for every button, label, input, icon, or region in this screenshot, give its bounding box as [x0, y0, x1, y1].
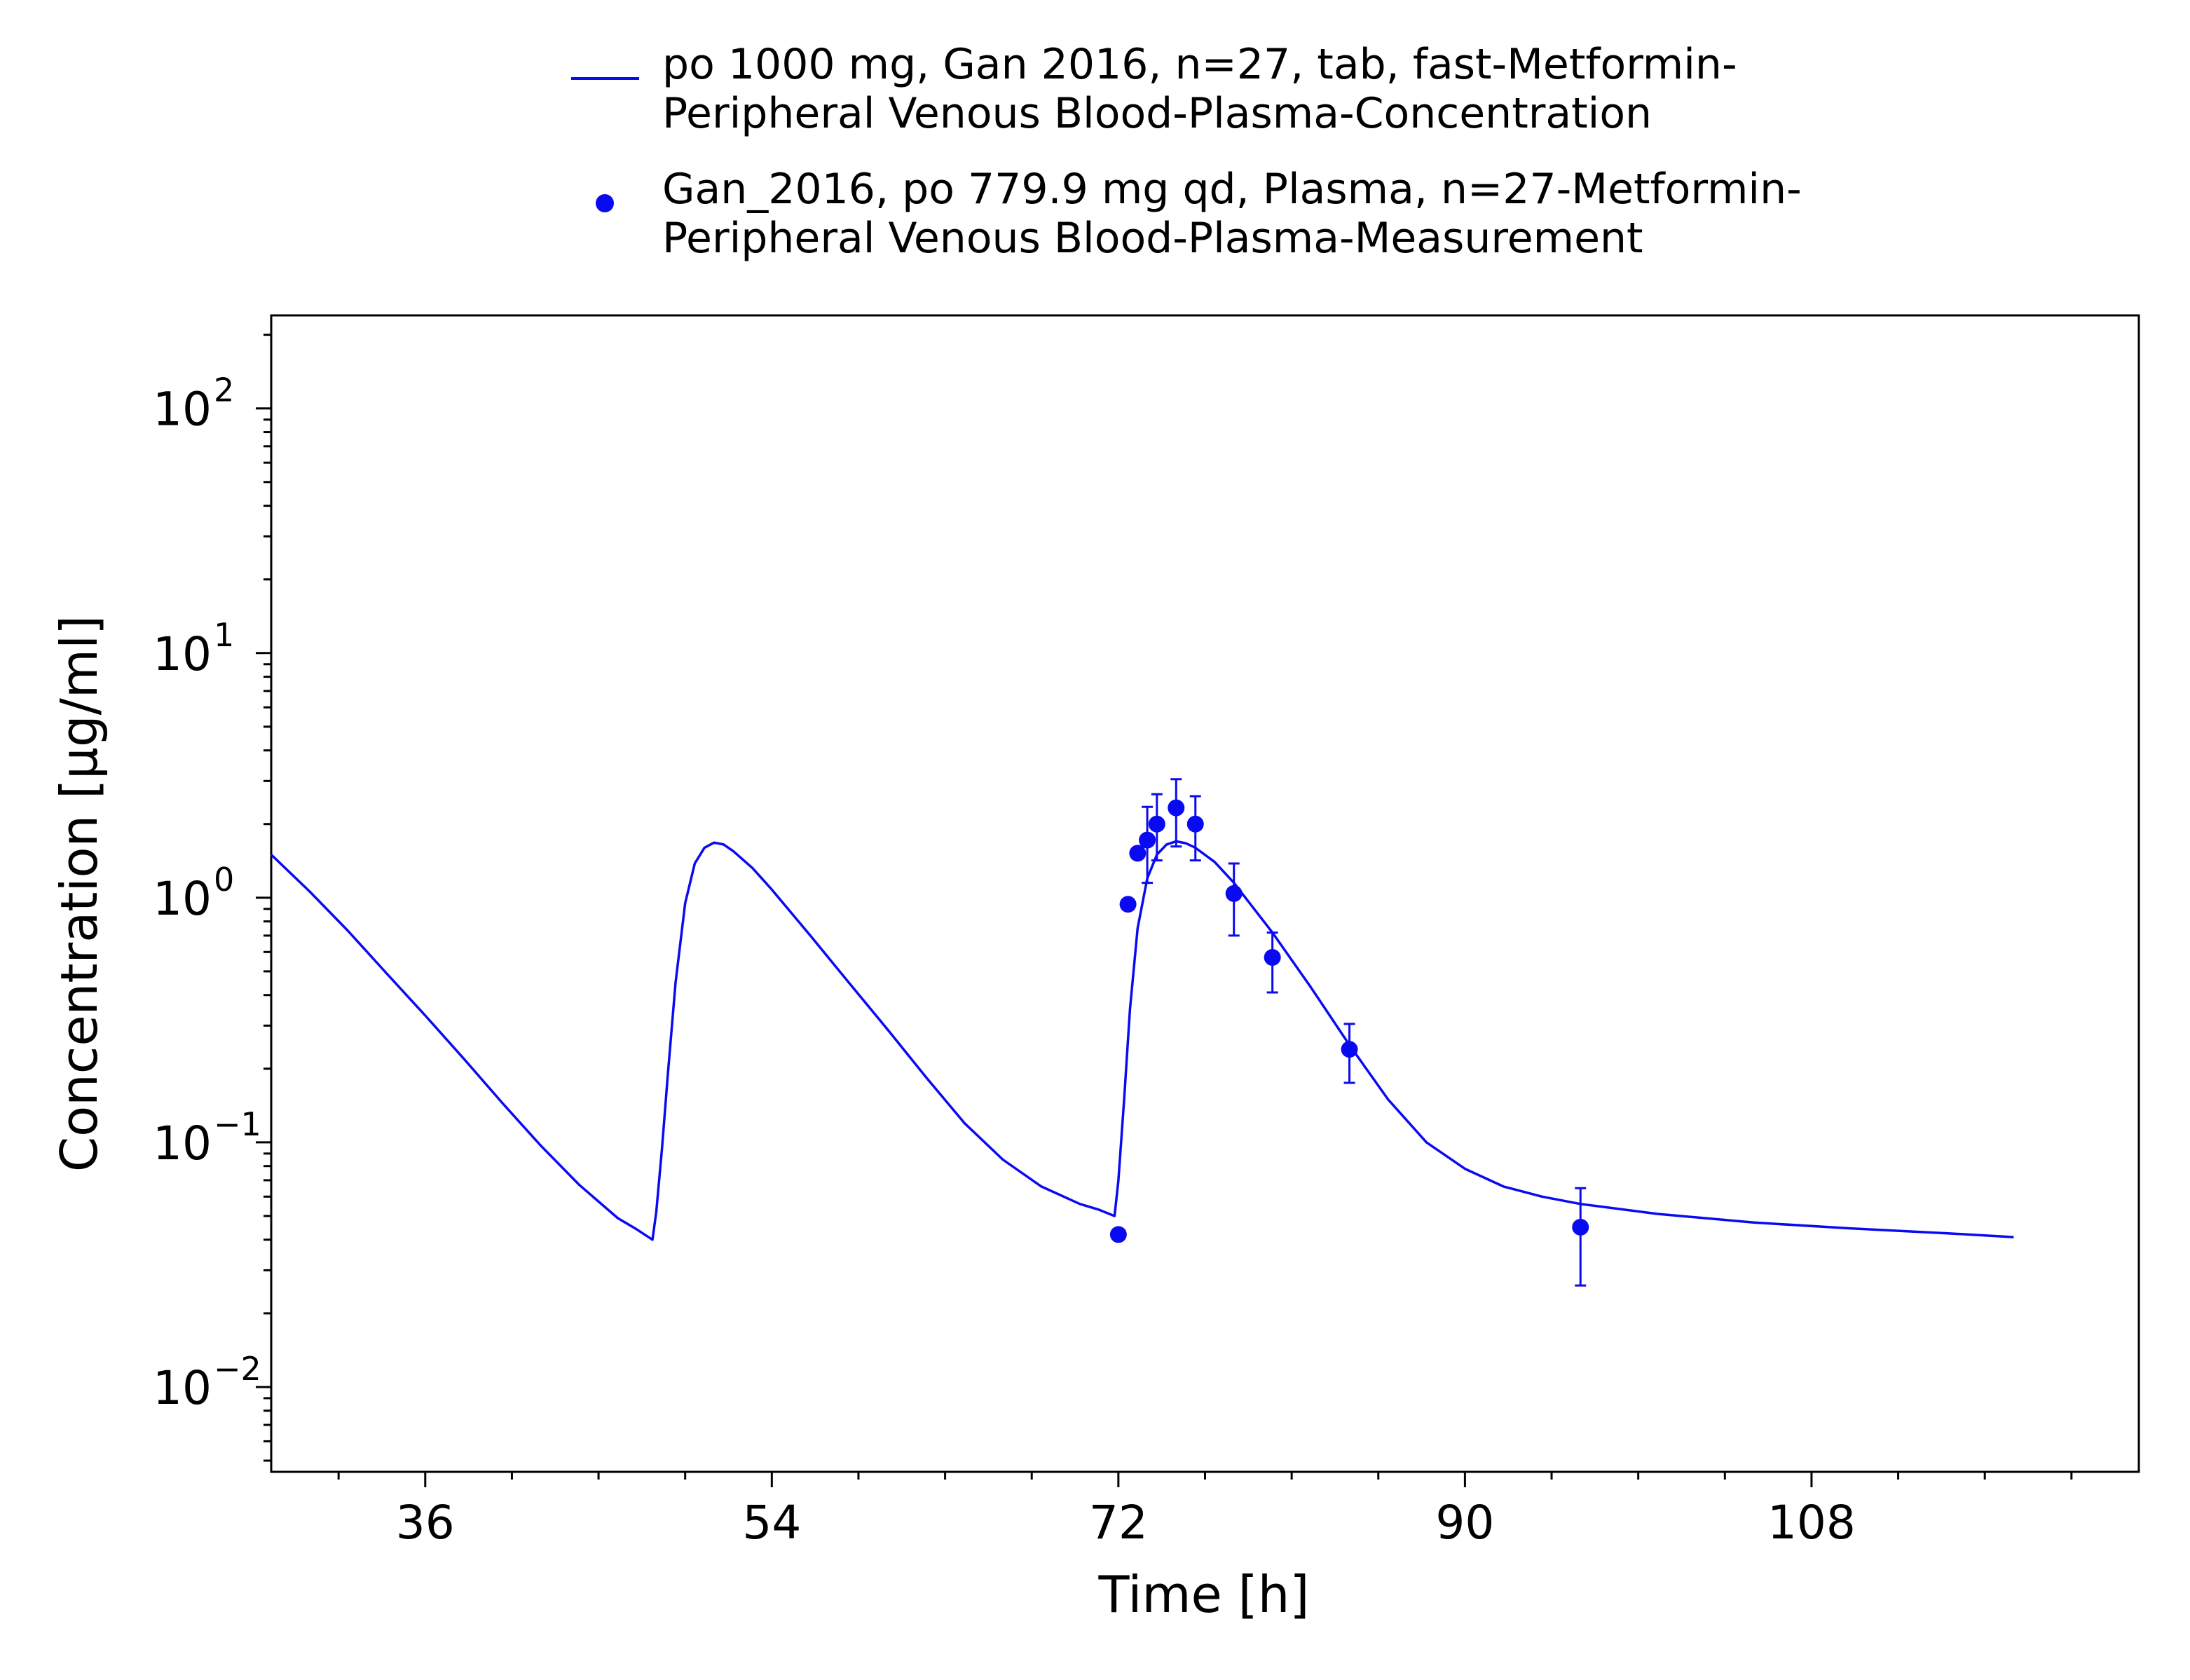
data-point — [1341, 1041, 1358, 1058]
x-tick-label: 54 — [742, 1496, 801, 1550]
data-point — [1139, 831, 1156, 849]
legend: po 1000 mg, Gan 2016, n=27, tab, fast-Me… — [571, 40, 1802, 263]
legend-label-scatter-1: Gan_2016, po 779.9 mg qd, Plasma, n=27-M… — [662, 165, 1802, 214]
legend-label-line-1: po 1000 mg, Gan 2016, n=27, tab, fast-Me… — [662, 40, 1737, 89]
data-point — [1186, 815, 1204, 833]
data-point — [1129, 845, 1147, 862]
x-axis-title: Time [h] — [1098, 1565, 1310, 1624]
x-axis-ticks — [337, 1472, 2073, 1487]
legend-dot-swatch — [596, 194, 614, 212]
data-point — [1572, 1218, 1589, 1236]
y-tick-exponent: 2 — [214, 371, 234, 409]
data-point — [1225, 885, 1243, 902]
data-point — [1119, 896, 1137, 913]
legend-label-scatter-2: Peripheral Venous Blood-Plasma-Measureme… — [662, 214, 1643, 263]
y-tick-label: 10 — [153, 383, 212, 437]
error-bar — [1575, 1187, 1587, 1287]
y-axis-ticks — [256, 334, 271, 1462]
x-tick-label: 36 — [396, 1496, 455, 1550]
x-tick-label: 90 — [1435, 1496, 1494, 1550]
data-point — [1148, 815, 1165, 833]
plot-frame — [270, 314, 2140, 1473]
data-point — [1168, 799, 1185, 817]
x-axis-tick-labels: 36 54 72 90 108 — [396, 1496, 1856, 1550]
data-point — [1264, 949, 1281, 967]
x-tick-label: 72 — [1089, 1496, 1148, 1550]
y-tick-exponent: 0 — [214, 861, 234, 899]
y-tick-label: 10 — [153, 1116, 212, 1170]
data-point — [1109, 1226, 1127, 1243]
x-tick-label: 108 — [1767, 1496, 1856, 1550]
y-tick-label: 10 — [153, 872, 212, 926]
simulation-line — [270, 840, 2014, 1241]
series-area — [270, 778, 2014, 1287]
y-tick-label: 10 — [153, 627, 212, 681]
y-tick-exponent: −1 — [214, 1105, 261, 1143]
legend-label-line-2: Peripheral Venous Blood-Plasma-Concentra… — [662, 89, 1652, 138]
y-axis-title: Concentration [µg/ml] — [50, 615, 109, 1172]
y-tick-label: 10 — [153, 1361, 212, 1415]
y-tick-exponent: 1 — [214, 616, 234, 654]
y-tick-exponent: −2 — [214, 1350, 261, 1388]
